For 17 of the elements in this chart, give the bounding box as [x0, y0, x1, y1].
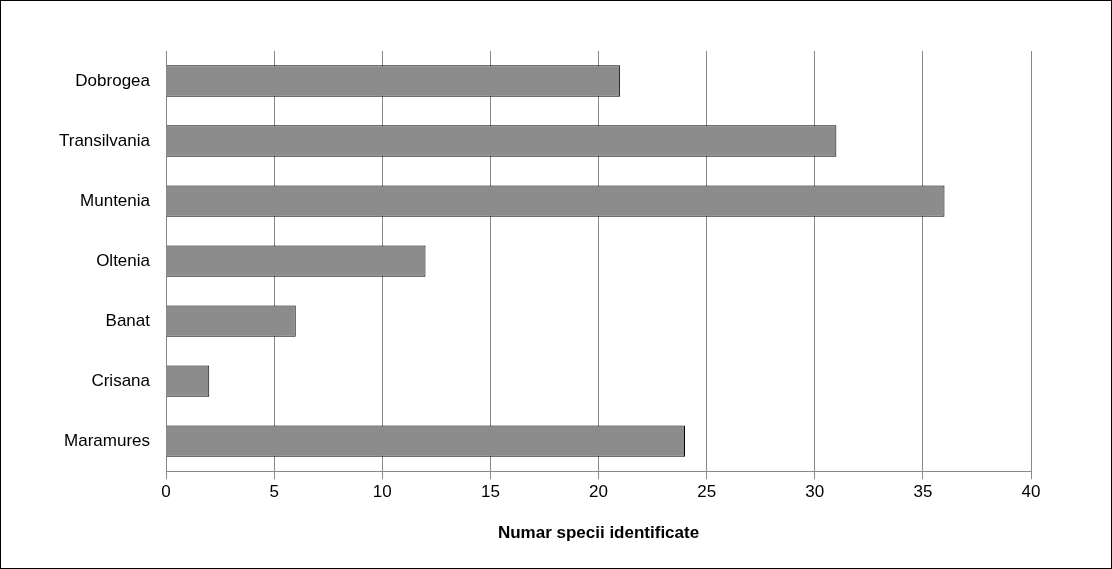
y-tick-label: Transilvania — [58, 130, 151, 150]
y-tick-label: Muntenia — [80, 190, 151, 210]
x-tick-label: 10 — [372, 482, 392, 502]
y-tick-label: Oltenia — [96, 250, 151, 270]
x-tick-label: 15 — [480, 482, 500, 502]
x-axis-title: Numar specii identificate — [497, 523, 700, 543]
x-tick-label: 0 — [161, 482, 171, 502]
y-tick-label: Maramures — [64, 430, 151, 450]
x-tick-label: 35 — [913, 482, 933, 502]
x-tick-label: 25 — [697, 482, 717, 502]
y-tick-label: Banat — [105, 310, 151, 330]
y-tick-label: Crisana — [91, 370, 151, 390]
y-tick-label: Dobrogea — [75, 70, 151, 90]
x-tick-label: 40 — [1021, 482, 1041, 502]
x-tick-label: 30 — [805, 482, 825, 502]
x-tick-label: 5 — [269, 482, 279, 502]
x-tick-label: 20 — [589, 482, 608, 502]
